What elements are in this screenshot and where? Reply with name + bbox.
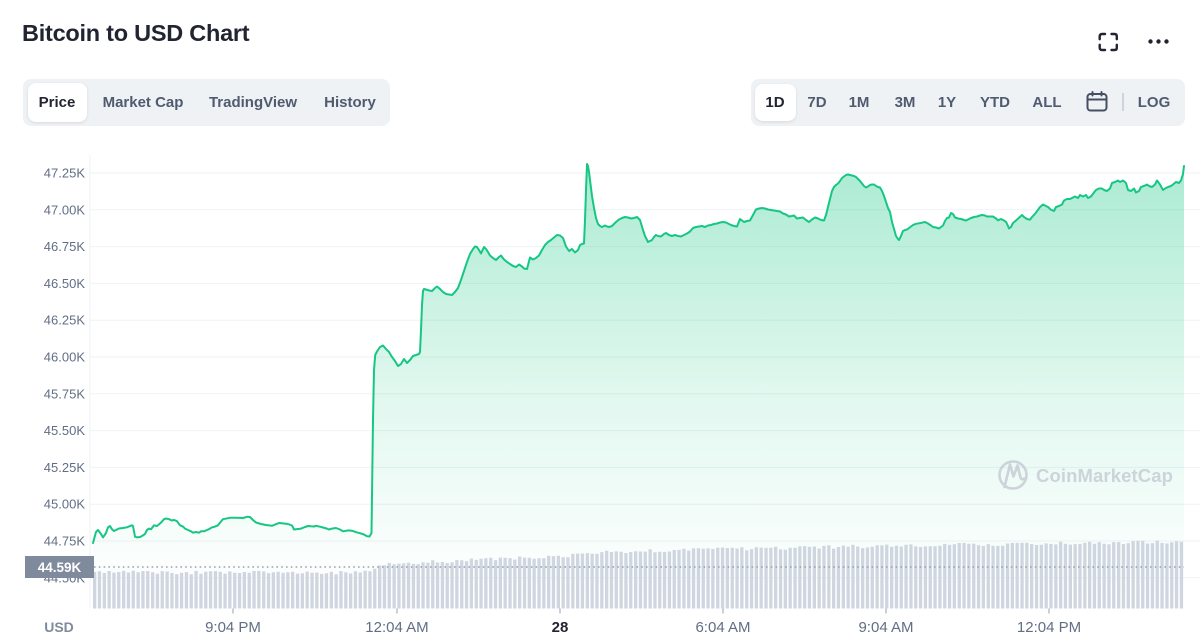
svg-text:45.75K: 45.75K [44,386,86,401]
svg-text:45.25K: 45.25K [44,460,86,475]
svg-text:46.75K: 46.75K [44,239,86,254]
svg-text:12:04 AM: 12:04 AM [365,619,428,636]
svg-text:12:04 PM: 12:04 PM [1017,619,1081,636]
svg-text:USD: USD [44,619,74,635]
svg-text:46.00K: 46.00K [44,350,86,365]
svg-text:9:04 AM: 9:04 AM [858,619,913,636]
svg-text:46.25K: 46.25K [44,313,86,328]
svg-text:46.50K: 46.50K [44,276,86,291]
svg-text:9:04 PM: 9:04 PM [205,619,261,636]
svg-text:28: 28 [552,619,569,636]
svg-text:45.00K: 45.00K [44,497,86,512]
svg-text:47.25K: 47.25K [44,166,86,181]
svg-text:CoinMarketCap: CoinMarketCap [1036,465,1173,486]
svg-text:47.00K: 47.00K [44,202,86,217]
svg-text:6:04 AM: 6:04 AM [695,619,750,636]
svg-text:45.50K: 45.50K [44,423,86,438]
svg-text:44.75K: 44.75K [44,534,86,549]
svg-text:44.59K: 44.59K [38,560,82,575]
